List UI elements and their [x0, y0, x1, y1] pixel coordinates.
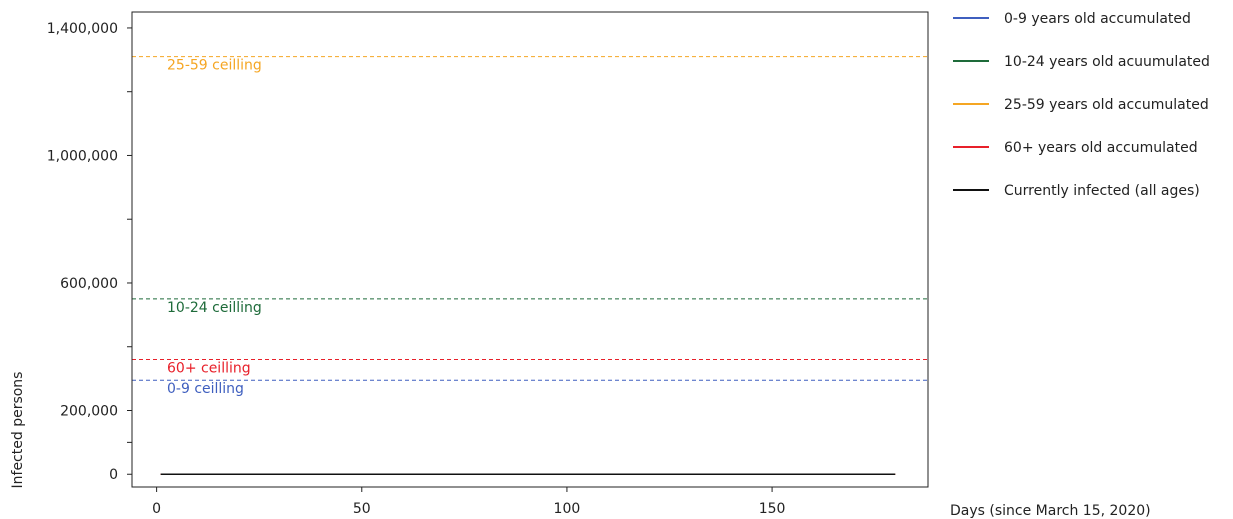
legend-label-2: 25-59 years old accumulated — [1004, 97, 1209, 113]
legend: 0-9 years old accumulated 10-24 years old… — [953, 11, 1210, 199]
ceiling-label-1: 10-24 ceilling — [167, 300, 262, 316]
plot-area — [131, 11, 929, 488]
x-tick-label-1: 50 — [353, 501, 371, 517]
y-tick-label-8: 1,400,000 — [47, 21, 118, 37]
x-tick-label-0: 0 — [152, 501, 161, 517]
ceiling-label-2: 60+ ceilling — [167, 360, 251, 376]
legend-label-3: 60+ years old accumulated — [1004, 140, 1198, 156]
y-tick-label-0: 0 — [109, 467, 118, 483]
y-axis: 0 200,000 600,000 1,000,000 1,400,000 — [47, 21, 132, 483]
legend-label-0: 0-9 years old accumulated — [1004, 11, 1191, 27]
legend-label-4: Currently infected (all ages) — [1004, 183, 1200, 199]
x-tick-label-3: 150 — [759, 501, 786, 517]
y-axis-title: Infected persons — [10, 372, 26, 489]
y-tick-label-2: 200,000 — [60, 403, 118, 419]
legend-label-1: 10-24 years old acuumulated — [1004, 54, 1210, 70]
ceiling-lines: 25-59 ceilling 10-24 ceilling 60+ ceilling… — [132, 56, 928, 397]
x-tick-label-2: 100 — [554, 501, 581, 517]
y-tick-label-4: 600,000 — [60, 276, 118, 292]
x-axis-title: Days (since March 15, 2020) — [950, 503, 1151, 519]
ceiling-label-3: 0-9 ceilling — [167, 381, 244, 397]
x-axis: 0 50 100 150 — [152, 487, 785, 517]
y-tick-label-6: 1,000,000 — [47, 148, 118, 164]
ceiling-label-0: 25-59 ceilling — [167, 58, 262, 74]
